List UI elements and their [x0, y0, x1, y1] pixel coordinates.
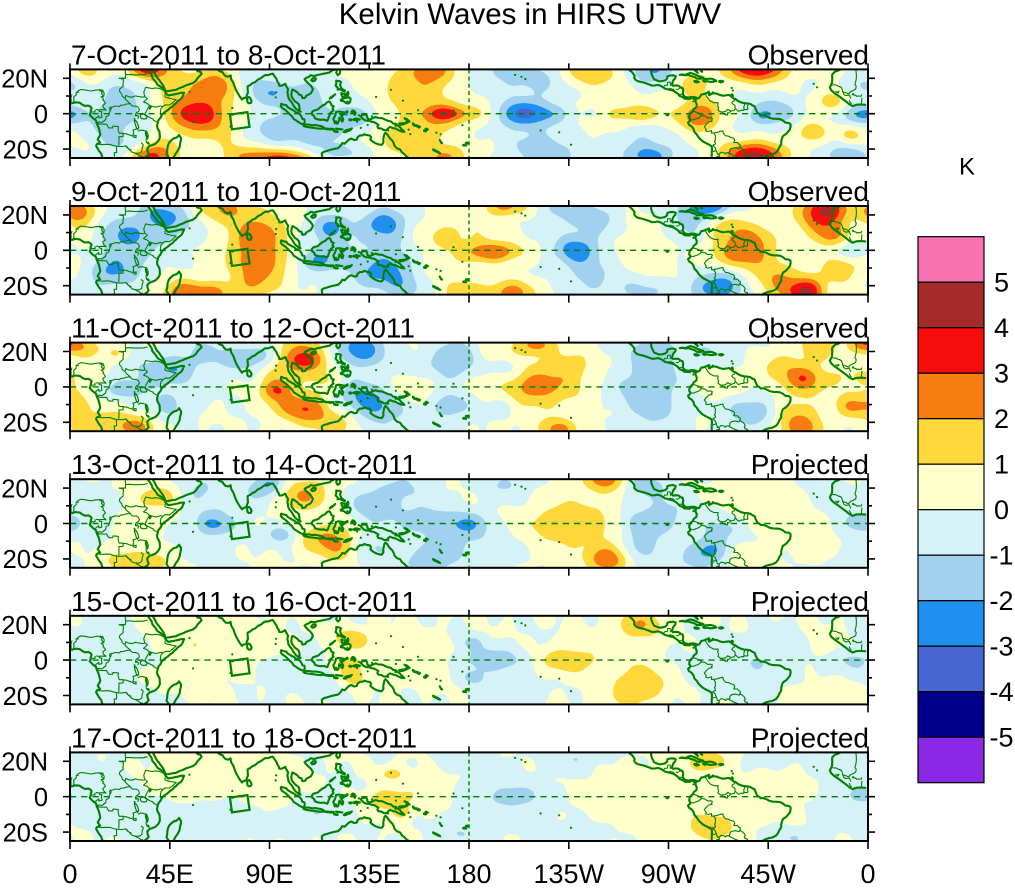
svg-text:13-Oct-2011 to 14-Oct-2011: 13-Oct-2011 to 14-Oct-2011 — [71, 449, 417, 480]
svg-text:0: 0 — [34, 511, 48, 539]
svg-text:5: 5 — [994, 268, 1009, 298]
svg-text:135W: 135W — [534, 859, 605, 887]
svg-text:Observed: Observed — [748, 39, 869, 70]
svg-text:0: 0 — [860, 859, 875, 887]
svg-text:0: 0 — [994, 495, 1009, 525]
svg-text:45E: 45E — [146, 859, 194, 887]
svg-text:2: 2 — [994, 404, 1009, 434]
svg-text:0: 0 — [34, 647, 48, 675]
svg-text:9-Oct-2011 to 10-Oct-2011: 9-Oct-2011 to 10-Oct-2011 — [71, 176, 401, 207]
svg-text:-4: -4 — [989, 677, 1013, 707]
svg-text:1: 1 — [994, 450, 1009, 480]
svg-text:-5: -5 — [989, 723, 1013, 753]
svg-text:17-Oct-2011 to 18-Oct-2011: 17-Oct-2011 to 18-Oct-2011 — [71, 722, 417, 753]
svg-text:7-Oct-2011 to 8-Oct-2011: 7-Oct-2011 to 8-Oct-2011 — [71, 39, 386, 70]
svg-text:Projected: Projected — [751, 722, 869, 753]
svg-text:20N: 20N — [1, 612, 48, 640]
svg-text:Projected: Projected — [751, 449, 869, 480]
svg-text:-1: -1 — [989, 541, 1013, 571]
svg-text:20S: 20S — [3, 683, 48, 711]
svg-text:3: 3 — [994, 359, 1009, 389]
svg-text:-3: -3 — [989, 632, 1013, 662]
svg-text:20S: 20S — [3, 136, 48, 164]
svg-text:20S: 20S — [3, 410, 48, 438]
svg-text:4: 4 — [994, 313, 1009, 343]
svg-text:20N: 20N — [1, 339, 48, 367]
svg-text:0: 0 — [34, 374, 48, 402]
svg-text:Observed: Observed — [748, 176, 869, 207]
svg-text:45W: 45W — [740, 859, 796, 887]
svg-text:135E: 135E — [338, 859, 401, 887]
svg-text:20S: 20S — [3, 273, 48, 301]
svg-text:K: K — [959, 154, 975, 181]
svg-text:Observed: Observed — [748, 313, 869, 344]
svg-text:180: 180 — [446, 859, 491, 887]
svg-text:20S: 20S — [3, 546, 48, 574]
svg-text:11-Oct-2011 to 12-Oct-2011: 11-Oct-2011 to 12-Oct-2011 — [71, 313, 415, 344]
svg-text:Projected: Projected — [751, 586, 869, 617]
svg-text:20N: 20N — [1, 749, 48, 777]
svg-text:0: 0 — [34, 101, 48, 129]
svg-text:15-Oct-2011 to 16-Oct-2011: 15-Oct-2011 to 16-Oct-2011 — [71, 586, 417, 617]
svg-text:20N: 20N — [1, 475, 48, 503]
svg-text:Kelvin Waves in HIRS UTWV: Kelvin Waves in HIRS UTWV — [339, 0, 722, 31]
svg-text:90E: 90E — [245, 859, 293, 887]
svg-text:20S: 20S — [3, 819, 48, 847]
svg-text:0: 0 — [34, 784, 48, 812]
svg-text:-2: -2 — [989, 586, 1013, 616]
svg-text:20N: 20N — [1, 202, 48, 230]
svg-text:20N: 20N — [1, 66, 48, 94]
svg-text:90W: 90W — [641, 859, 697, 887]
svg-text:0: 0 — [34, 238, 48, 266]
svg-text:0: 0 — [62, 859, 77, 887]
